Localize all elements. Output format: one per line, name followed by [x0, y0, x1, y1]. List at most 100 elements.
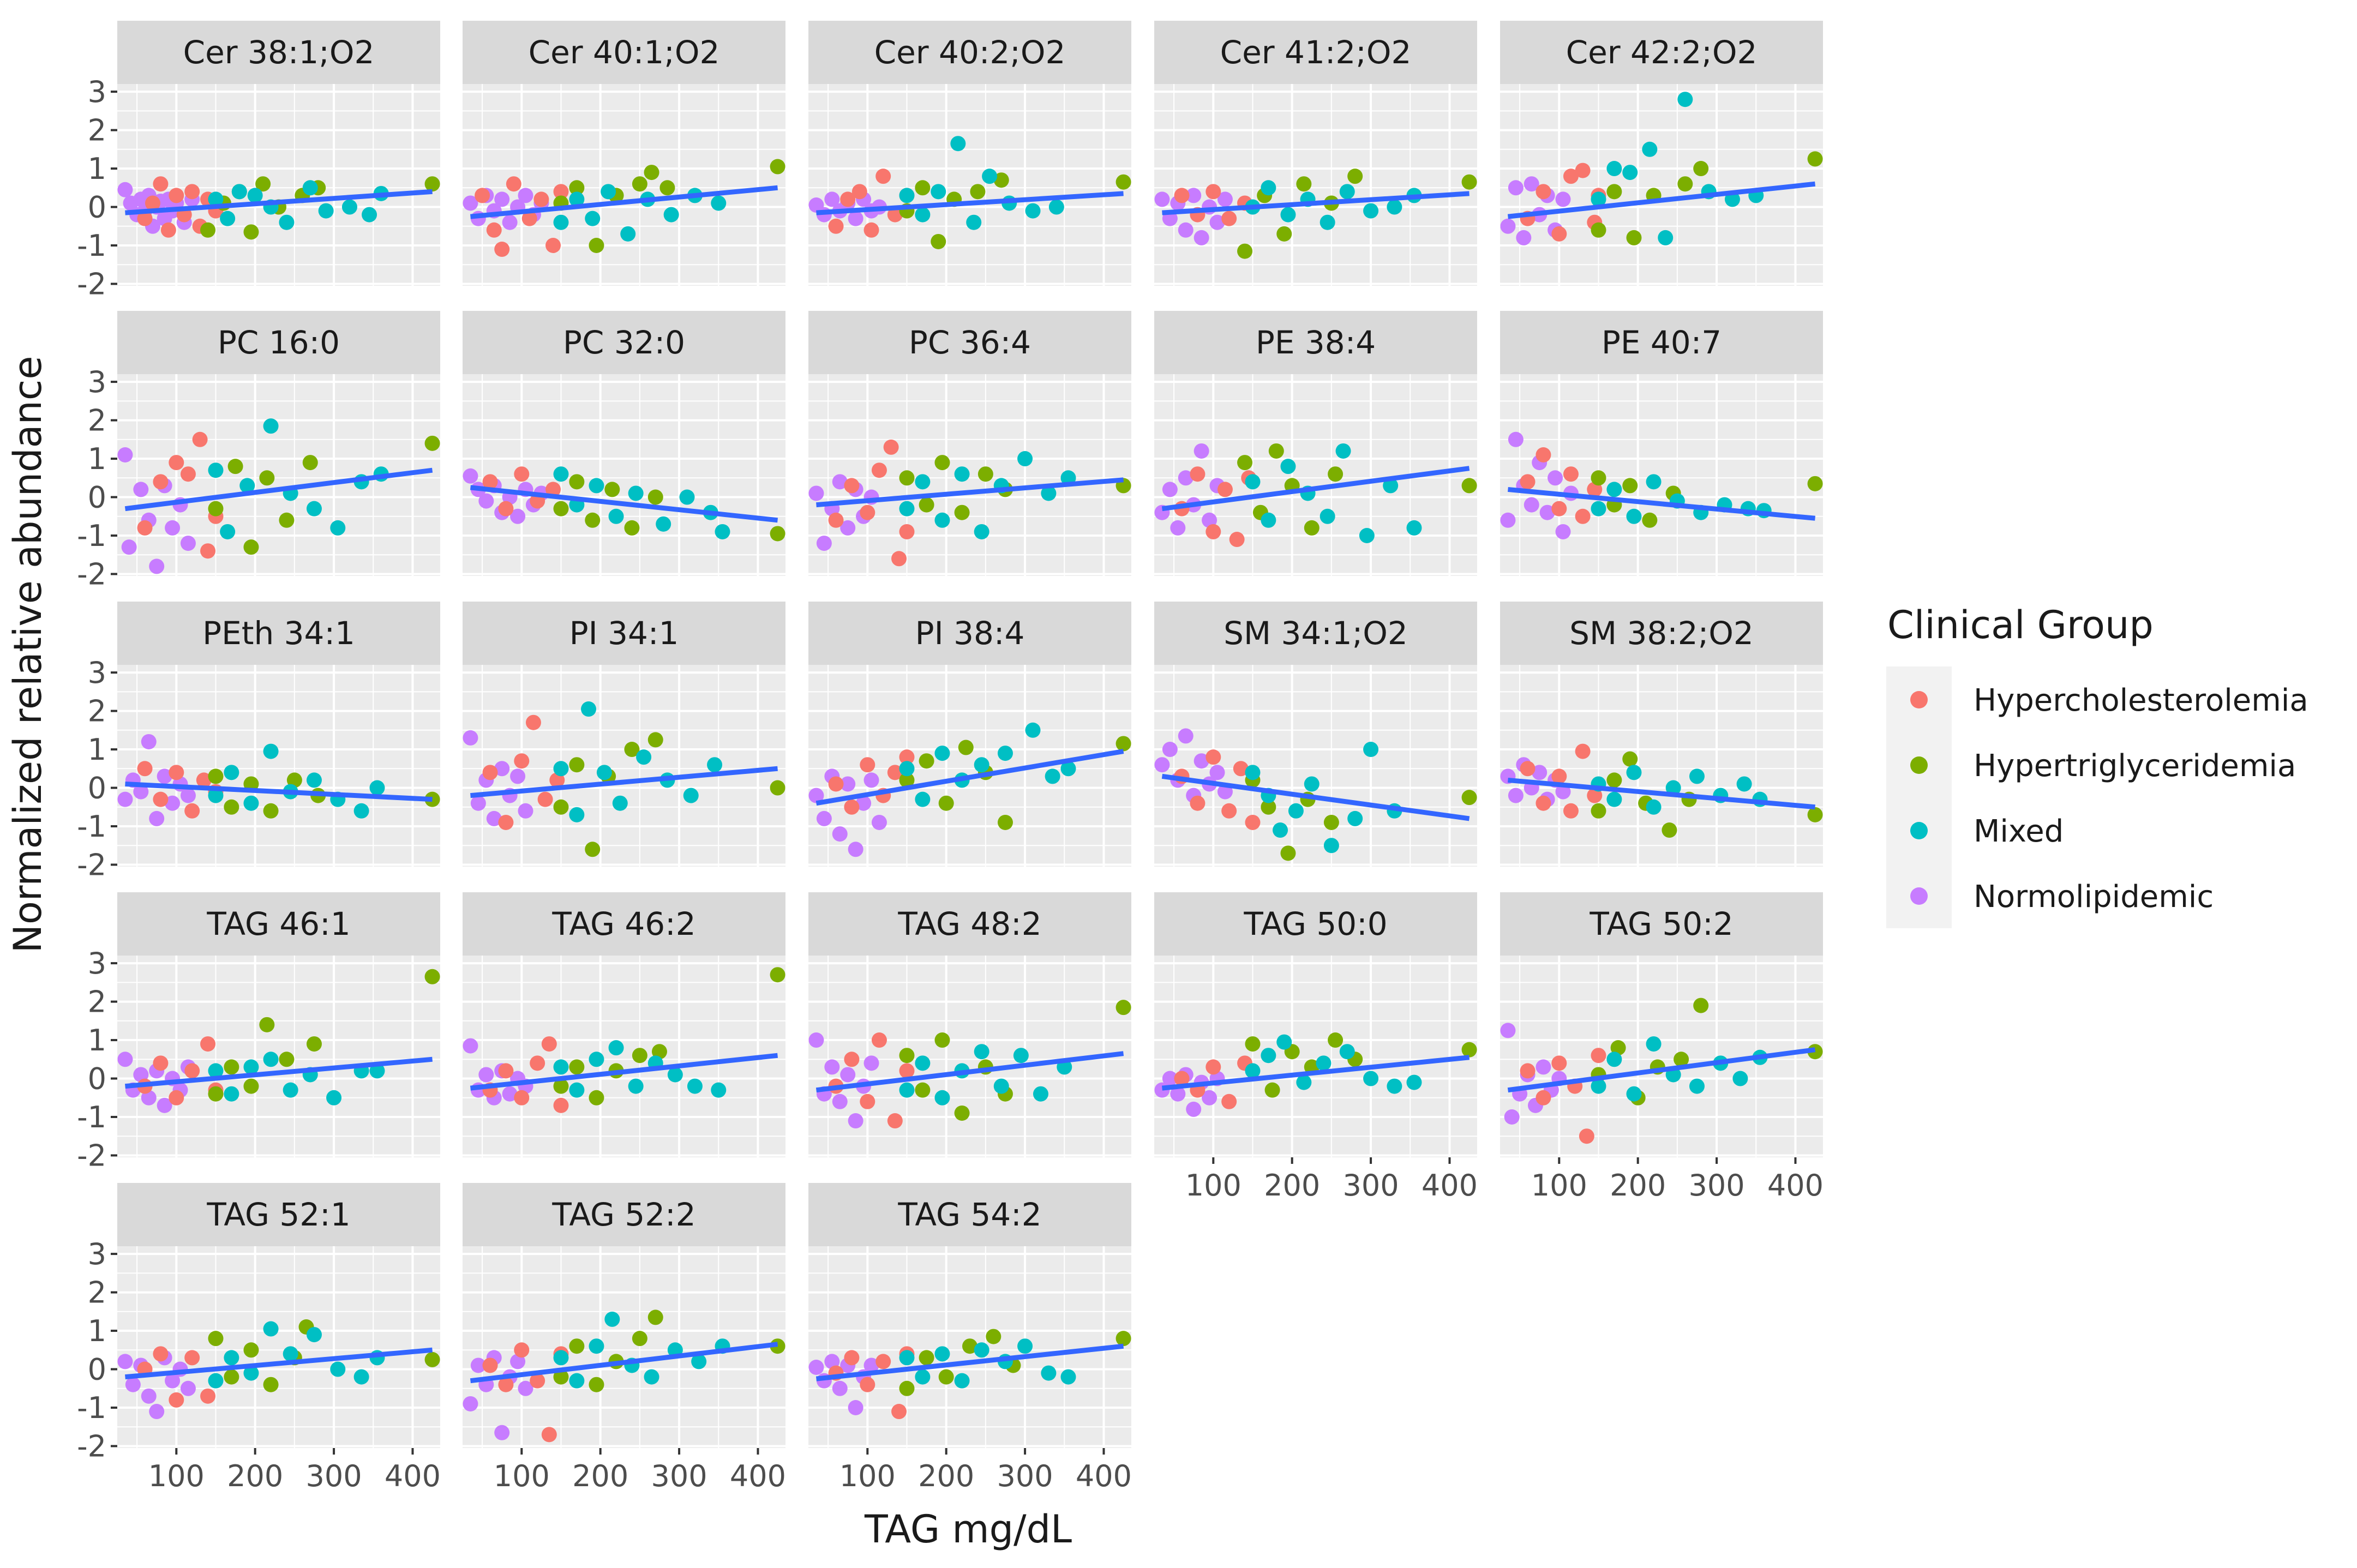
- facet-panel: PC 32:0: [463, 311, 785, 576]
- data-point: [931, 233, 946, 249]
- facet-strip: [463, 1183, 785, 1246]
- data-point: [596, 765, 612, 780]
- y-tick-label: 1: [88, 1314, 106, 1348]
- data-point: [1347, 169, 1363, 184]
- data-point: [1320, 214, 1335, 230]
- facet-title: PI 38:4: [915, 615, 1025, 652]
- x-tick-label: 100: [1185, 1168, 1242, 1203]
- data-point: [993, 172, 1009, 188]
- data-point: [950, 136, 966, 152]
- trend-line: [1508, 777, 1815, 810]
- data-point: [208, 191, 224, 207]
- panel-background: [463, 374, 785, 576]
- data-point: [227, 459, 243, 474]
- data-point: [149, 1404, 165, 1420]
- data-point: [1347, 810, 1363, 826]
- facet-panel: PC 16:0 -2 -1 0 1 2 3: [77, 311, 440, 591]
- trend-line: [1161, 1055, 1470, 1091]
- data-point: [1383, 478, 1399, 494]
- data-point: [1304, 776, 1320, 792]
- panel-background: [117, 1246, 440, 1448]
- x-tick-label: 100: [148, 1459, 205, 1493]
- data-point: [518, 803, 533, 819]
- data-point: [494, 191, 510, 207]
- data-point: [208, 788, 224, 803]
- data-point: [899, 524, 915, 539]
- data-point: [982, 169, 998, 184]
- facet-panel: PI 38:4: [808, 602, 1131, 867]
- data-point: [934, 455, 950, 471]
- data-point: [494, 1425, 510, 1440]
- trend-line: [816, 191, 1124, 215]
- x-tick-label: 300: [1689, 1168, 1745, 1203]
- data-point: [1520, 1063, 1536, 1079]
- data-point: [498, 1063, 514, 1079]
- data-point: [1622, 751, 1638, 767]
- panel-background: [117, 84, 440, 286]
- data-point: [974, 757, 989, 773]
- data-point: [326, 1090, 342, 1106]
- data-point: [1033, 1086, 1048, 1102]
- data-point: [808, 485, 824, 501]
- data-point: [1406, 520, 1422, 536]
- x-tick-label: 300: [651, 1459, 707, 1493]
- data-point: [1261, 512, 1276, 528]
- data-point: [1276, 1034, 1292, 1050]
- data-point: [149, 810, 165, 826]
- facet-strip: [117, 892, 440, 956]
- data-point: [1587, 482, 1603, 497]
- data-point: [844, 799, 860, 815]
- data-point: [863, 772, 879, 788]
- data-point: [1229, 532, 1245, 548]
- data-point: [589, 1090, 604, 1106]
- data-point: [840, 520, 856, 536]
- data-point: [824, 1354, 840, 1369]
- data-point: [549, 772, 565, 788]
- data-point: [934, 1090, 950, 1106]
- data-point: [1316, 1055, 1332, 1071]
- y-tick-label: 2: [88, 404, 106, 438]
- data-point: [970, 184, 986, 200]
- data-point: [1174, 1071, 1190, 1086]
- data-point: [1504, 1109, 1520, 1125]
- facet-panel: TAG 52:1 -2 -1 0 1 2 3 100 200 300 400: [77, 1183, 441, 1493]
- data-point: [711, 195, 727, 211]
- data-point: [553, 501, 569, 516]
- data-point: [478, 1067, 494, 1083]
- data-point: [1280, 459, 1296, 474]
- legend-key: [1910, 822, 1928, 839]
- data-point: [353, 1369, 369, 1385]
- data-point: [1508, 180, 1524, 196]
- data-point: [1662, 822, 1677, 838]
- y-tick-label: 3: [88, 1237, 106, 1271]
- data-point: [954, 466, 970, 482]
- data-point: [808, 788, 824, 803]
- data-point: [997, 814, 1013, 830]
- data-point: [533, 191, 549, 207]
- data-point: [553, 214, 569, 230]
- data-point: [369, 1063, 385, 1079]
- data-point: [612, 795, 628, 811]
- facet-title: Cer 41:2;O2: [1220, 34, 1412, 71]
- data-point: [770, 780, 785, 796]
- data-point: [117, 1052, 133, 1067]
- data-point: [1209, 765, 1225, 780]
- data-point: [691, 1354, 707, 1369]
- facet-panel: TAG 46:2: [463, 892, 785, 1157]
- data-point: [482, 1357, 498, 1373]
- data-point: [165, 520, 181, 536]
- data-point: [1261, 180, 1276, 196]
- data-point: [644, 1369, 659, 1385]
- data-point: [620, 226, 636, 242]
- data-point: [934, 512, 950, 528]
- data-point: [871, 814, 887, 830]
- facet-panel: Cer 38:1;O2 -2 -1 0 1 2 3: [77, 21, 440, 301]
- data-point: [1339, 1044, 1355, 1060]
- panel-background: [1500, 84, 1823, 286]
- data-point: [581, 701, 597, 717]
- data-point: [899, 1380, 915, 1396]
- facet-strip: [1500, 892, 1823, 956]
- data-point: [1194, 443, 1209, 459]
- facet-strip: [1154, 892, 1477, 956]
- data-point: [141, 1090, 157, 1106]
